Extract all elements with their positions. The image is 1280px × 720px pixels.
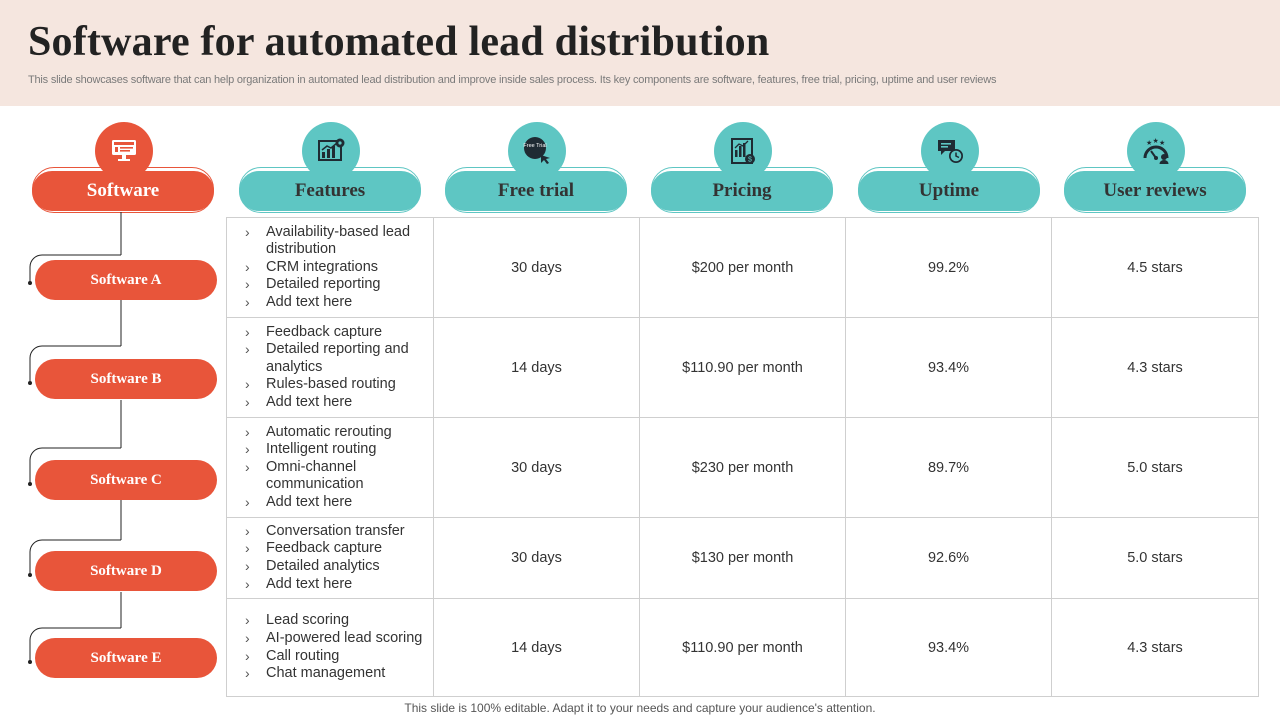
column-icon-circle	[302, 122, 360, 180]
star-rating-icon: ★ ★ ★	[1143, 137, 1169, 164]
feature-item: Availability-based lead distribution	[245, 224, 433, 259]
page-title: Software for automated lead distribution	[28, 19, 770, 65]
feature-item: Conversation transfer	[245, 523, 405, 541]
table-row: Feedback capture Detailed reporting and …	[227, 318, 1258, 418]
column-label-user-reviews: User reviews	[1064, 171, 1246, 211]
free-trial-cell: 30 days	[434, 418, 640, 517]
feature-item: CRM integrations	[245, 259, 433, 277]
column-head-features: Features	[239, 122, 423, 214]
pricing-cell: $200 per month	[640, 218, 846, 317]
table-row: Conversation transfer Feedback capture D…	[227, 518, 1258, 599]
feature-item: Intelligent routing	[245, 441, 433, 459]
column-icon-circle: $	[714, 122, 772, 180]
column-head-free-trial: Free Trial Free trial	[445, 122, 629, 214]
column-icon-circle	[95, 122, 153, 180]
feature-item: Automatic rerouting	[245, 424, 433, 442]
feature-item: Add text here	[245, 494, 433, 512]
software-tree-connector	[28, 212, 122, 664]
column-head-user-reviews: ★ ★ ★ User reviews	[1064, 122, 1248, 214]
column-label-uptime: Uptime	[858, 171, 1040, 211]
chat-clock-icon	[938, 140, 963, 163]
column-label-features: Features	[239, 171, 421, 211]
uptime-cell: 99.2%	[846, 218, 1052, 317]
reviews-cell: 5.0 stars	[1127, 459, 1183, 476]
reviews-cell: 4.3 stars	[1127, 359, 1183, 376]
page-subtitle: This slide showcases software that can h…	[28, 74, 997, 86]
feature-item: AI-powered lead scoring	[245, 630, 422, 648]
uptime-cell: 89.7%	[846, 418, 1052, 517]
header-band: Software for automated lead distribution…	[0, 0, 1280, 106]
column-label-software: Software	[32, 171, 214, 211]
feature-item: Feedback capture	[245, 324, 433, 342]
software-pill-b: Software B	[35, 359, 217, 399]
features-list: Feedback capture Detailed reporting and …	[245, 324, 433, 412]
free-trial-icon-text: Free Trial	[523, 143, 546, 149]
column-head-uptime: Uptime	[858, 122, 1042, 214]
free-trial-icon: Free Trial	[523, 137, 550, 164]
feature-item: Call routing	[245, 648, 422, 666]
feature-item: Detailed reporting	[245, 276, 433, 294]
software-pill-d: Software D	[35, 551, 217, 591]
features-list: Availability-based lead distribution CRM…	[245, 224, 433, 312]
software-pill-a: Software A	[35, 260, 217, 300]
comparison-table: Availability-based lead distribution CRM…	[226, 217, 1259, 697]
column-head-pricing: $ Pricing	[651, 122, 835, 214]
software-pill-c: Software C	[35, 460, 217, 500]
free-trial-cell: 30 days	[434, 518, 640, 598]
reviews-cell: 4.3 stars	[1127, 639, 1183, 656]
features-cell: Automatic rerouting Intelligent routing …	[227, 418, 434, 517]
features-list: Lead scoring AI-powered lead scoring Cal…	[245, 612, 422, 682]
feature-item: Detailed analytics	[245, 558, 405, 576]
feature-item: Add text here	[245, 394, 433, 412]
column-icon-circle	[921, 122, 979, 180]
features-list: Conversation transfer Feedback capture D…	[245, 523, 405, 593]
software-pill-e: Software E	[35, 638, 217, 678]
pricing-cell: $110.90 per month	[640, 318, 846, 417]
table-row: Lead scoring AI-powered lead scoring Cal…	[227, 599, 1258, 696]
column-icon-circle: Free Trial	[508, 122, 566, 180]
pricing-cell: $130 per month	[640, 518, 846, 598]
feature-item: Detailed reporting and analytics	[245, 341, 433, 376]
svg-text:★: ★	[1153, 137, 1159, 145]
feature-item: Chat management	[245, 665, 422, 683]
features-cell: Availability-based lead distribution CRM…	[227, 218, 434, 317]
footer-note: This slide is 100% editable. Adapt it to…	[404, 701, 876, 715]
svg-text:★: ★	[1159, 139, 1165, 147]
column-head-software: Software	[32, 122, 216, 214]
free-trial-cell: 14 days	[434, 318, 640, 417]
table-row: Automatic rerouting Intelligent routing …	[227, 418, 1258, 518]
free-trial-cell: 14 days	[434, 599, 640, 696]
svg-text:$: $	[748, 157, 752, 164]
features-cell: Feedback capture Detailed reporting and …	[227, 318, 434, 417]
feature-item: Feedback capture	[245, 540, 405, 558]
monitor-icon	[112, 140, 136, 161]
column-label-pricing: Pricing	[651, 171, 833, 211]
pricing-cell: $230 per month	[640, 418, 846, 517]
svg-text:★: ★	[1146, 139, 1152, 147]
column-icon-circle: ★ ★ ★	[1127, 122, 1185, 180]
reviews-cell: 4.5 stars	[1127, 259, 1183, 276]
uptime-cell: 92.6%	[846, 518, 1052, 598]
uptime-cell: 93.4%	[846, 318, 1052, 417]
features-cell: Lead scoring AI-powered lead scoring Cal…	[227, 599, 434, 696]
free-trial-cell: 30 days	[434, 218, 640, 317]
pricing-cell: $110.90 per month	[640, 599, 846, 696]
uptime-cell: 93.4%	[846, 599, 1052, 696]
reviews-cell: 5.0 stars	[1127, 550, 1183, 566]
column-label-free-trial: Free trial	[445, 171, 627, 211]
bar-chart-gear-icon	[318, 138, 345, 161]
features-list: Automatic rerouting Intelligent routing …	[245, 424, 433, 512]
feature-item: Add text here	[245, 576, 405, 594]
feature-item: Rules-based routing	[245, 376, 433, 394]
pricing-chart-icon: $	[731, 138, 755, 164]
features-cell: Conversation transfer Feedback capture D…	[227, 518, 434, 598]
feature-item: Add text here	[245, 294, 433, 312]
table-row: Availability-based lead distribution CRM…	[227, 218, 1258, 318]
feature-item: Lead scoring	[245, 612, 422, 630]
feature-item: Omni-channel communication	[245, 459, 433, 494]
